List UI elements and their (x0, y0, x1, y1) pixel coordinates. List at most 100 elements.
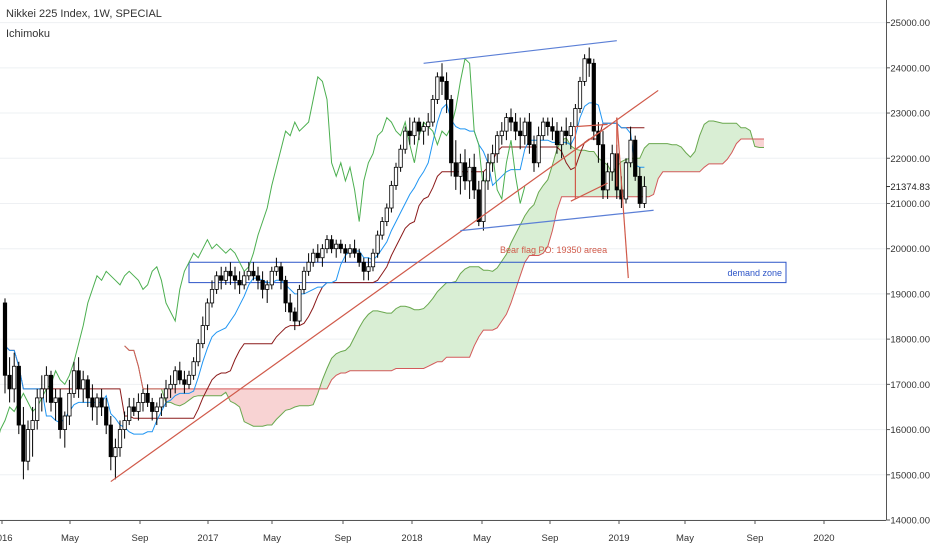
candle (191, 357, 196, 380)
candle (600, 131, 606, 199)
y-tick-label: 20000.00 (890, 244, 930, 255)
candle (108, 416, 113, 471)
senkou-span-a (124, 120, 764, 427)
candle (48, 370, 54, 412)
candle (508, 108, 514, 132)
candle-body (150, 402, 155, 412)
candle-body (67, 392, 72, 417)
candle-body (269, 270, 274, 286)
candle-body (407, 130, 412, 137)
candle-body (90, 397, 95, 408)
candle (85, 375, 90, 407)
candle (122, 411, 127, 439)
last-price-label: 21374.83 (890, 182, 930, 193)
candle-body (633, 139, 638, 177)
candle (458, 153, 463, 195)
candle-body (472, 166, 477, 191)
candle-body (246, 270, 251, 277)
candle (554, 122, 560, 154)
candle-body (444, 80, 449, 100)
x-tick-label: Sep (542, 533, 559, 544)
candle (232, 266, 238, 290)
candle-body (81, 379, 86, 390)
candle (568, 122, 573, 150)
candle (518, 117, 523, 150)
candle-body (416, 121, 422, 132)
candle (499, 122, 504, 145)
candle (536, 126, 541, 168)
candle-body (462, 162, 468, 182)
candle (71, 361, 77, 398)
candle (430, 94, 435, 127)
candle-body (58, 397, 63, 430)
candle-body (251, 270, 256, 277)
candle (407, 117, 412, 145)
candle (490, 144, 495, 172)
candle (177, 361, 182, 385)
candle (582, 54, 587, 86)
candle-body (508, 117, 514, 123)
candle (628, 126, 633, 168)
candle-body (99, 397, 104, 408)
y-tick-label: 25000.00 (890, 18, 930, 29)
candle-body (159, 397, 164, 408)
candle-body (426, 121, 431, 128)
candle-body (16, 365, 21, 426)
x-tick-label: May (61, 533, 79, 544)
candle (545, 117, 550, 136)
candle (531, 135, 537, 172)
candle-body (554, 130, 560, 146)
candle (642, 176, 647, 208)
chart-labels: Bear flag PO: 19350 areea demand zone (500, 245, 782, 278)
candle (527, 113, 532, 154)
candle-body (596, 130, 601, 146)
candle-body (278, 266, 284, 281)
candle (274, 257, 279, 276)
candle-body (274, 266, 279, 272)
candle-body (21, 424, 26, 462)
candle (439, 63, 445, 95)
candle-body (398, 148, 403, 168)
candle-body (177, 370, 182, 381)
candle-body (485, 162, 491, 182)
candle (610, 144, 615, 181)
candle (467, 158, 472, 199)
candle-body (53, 397, 58, 403)
candle-body (380, 221, 385, 236)
candle-body (642, 186, 647, 204)
candle-body (145, 392, 150, 403)
y-tick-label: 18000.00 (890, 335, 930, 346)
candle (237, 271, 242, 294)
demand-zone (188, 261, 787, 284)
candle-body (219, 275, 224, 281)
candle-body (76, 370, 81, 390)
candle-body (48, 374, 54, 403)
candle-body (315, 252, 320, 259)
candle (591, 58, 596, 141)
x-tick-label: Sep (747, 533, 764, 544)
candle (403, 126, 408, 154)
candle (361, 257, 366, 281)
candle-body (605, 171, 610, 191)
candle-body (232, 275, 238, 281)
candle-body (320, 248, 325, 259)
drawings (110, 40, 659, 483)
cloud-bull (322, 120, 755, 389)
candle (219, 266, 224, 290)
candle-body (2, 302, 8, 376)
candle-body (610, 153, 615, 173)
candle-body (458, 162, 463, 177)
candle (462, 149, 468, 190)
candle-body (71, 370, 77, 394)
candle (297, 284, 302, 326)
candle-body (389, 184, 394, 209)
candle-body (334, 243, 339, 250)
ichimoku-cloud (124, 120, 764, 427)
candle-body (370, 252, 376, 268)
candle-body (191, 361, 196, 376)
candle (564, 117, 569, 145)
candle-body (297, 288, 302, 322)
grid-lines (0, 22, 886, 521)
candle (301, 266, 307, 294)
